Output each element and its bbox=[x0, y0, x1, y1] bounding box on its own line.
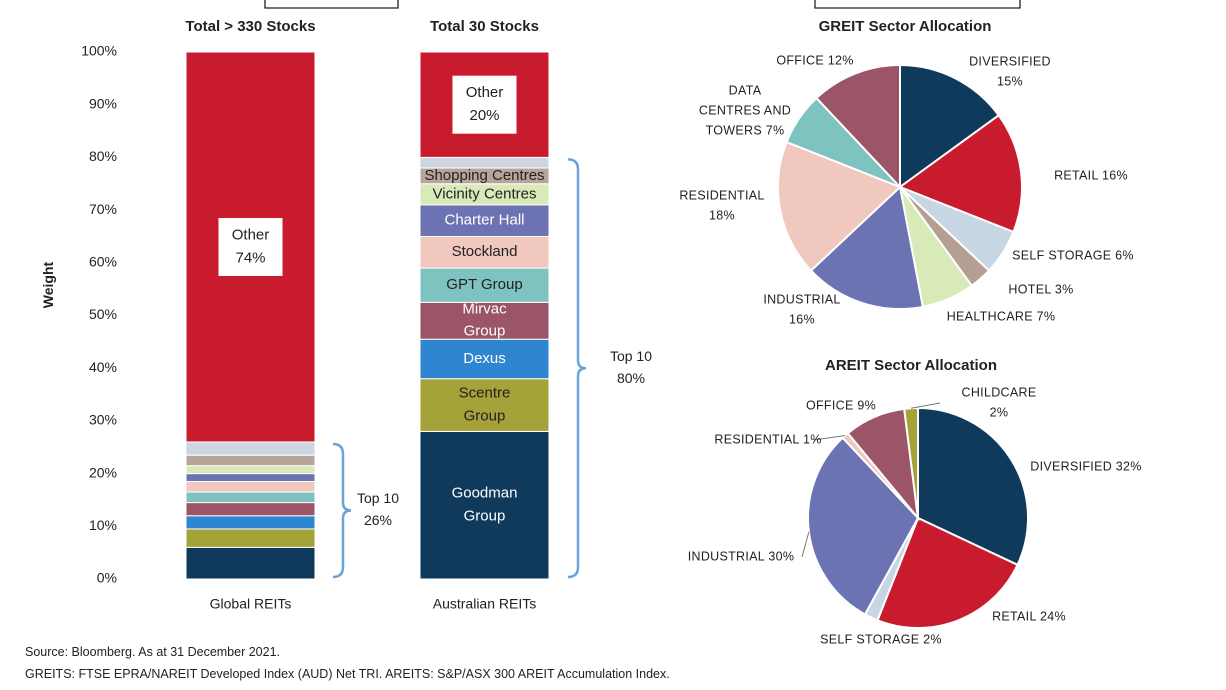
index-footnote: GREITS: FTSE EPRA/NAREIT Developed Index… bbox=[25, 667, 670, 681]
pie-slice-diversified-32 bbox=[917, 406, 1029, 567]
y-tick-label: 50% bbox=[89, 306, 117, 322]
bar-segment bbox=[419, 204, 550, 237]
pie-slice-residential-18 bbox=[777, 140, 902, 272]
segment-label: Stockland bbox=[452, 243, 518, 260]
y-tick-label: 70% bbox=[89, 201, 117, 217]
y-tick-label: 80% bbox=[89, 148, 117, 164]
pie-slice-diversified-15 bbox=[899, 63, 1001, 189]
bar-segment bbox=[419, 267, 550, 303]
bracket-label: Top 10 80% bbox=[610, 348, 652, 386]
pie-label: DIVERSIFIED 15% bbox=[969, 54, 1051, 88]
bar-header: Total 30 Stocks bbox=[430, 18, 539, 35]
leader-line bbox=[911, 402, 941, 409]
bar-segment bbox=[419, 338, 550, 380]
bar-segment bbox=[185, 502, 316, 517]
segment-label: Shopping Centres bbox=[424, 167, 544, 184]
top10-bracket bbox=[567, 158, 587, 579]
y-tick-label: 60% bbox=[89, 254, 117, 270]
pie-slice-industrial-30 bbox=[807, 436, 920, 616]
y-axis-label: Weight bbox=[40, 261, 56, 308]
top-frame-right bbox=[814, 0, 1021, 9]
pie-label: RETAIL 24% bbox=[992, 609, 1066, 623]
bar-segment bbox=[185, 528, 316, 548]
segment-label: Vicinity Centres bbox=[433, 185, 537, 202]
label-box bbox=[218, 217, 283, 276]
y-tick-label: 90% bbox=[89, 95, 117, 111]
pie-slice-retail-24 bbox=[876, 516, 1019, 629]
pie-label: SELF STORAGE 6% bbox=[1012, 248, 1134, 262]
pie-label: HEALTHCARE 7% bbox=[947, 309, 1056, 323]
segment-label: Other 74% bbox=[232, 226, 270, 266]
bar-segment bbox=[419, 301, 550, 340]
segment-label: GPT Group bbox=[446, 276, 522, 293]
bracket-label: Top 10 26% bbox=[357, 490, 399, 528]
bar-segment bbox=[185, 454, 316, 467]
bar-segment bbox=[185, 515, 316, 530]
greit-pie: GREIT Sector Allocation DIVERSIFIED 15% RET… bbox=[679, 18, 1133, 326]
y-tick-label: 30% bbox=[89, 412, 117, 428]
label-box bbox=[452, 75, 517, 134]
top10-bracket bbox=[332, 442, 352, 579]
source-footnote: Source: Bloomberg. As at 31 December 202… bbox=[25, 645, 281, 659]
pie-label: DIVERSIFIED 32% bbox=[1030, 459, 1141, 473]
pie-label: HOTEL 3% bbox=[1008, 282, 1073, 296]
y-tick-label: 20% bbox=[89, 464, 117, 480]
pie-title: GREIT Sector Allocation bbox=[819, 18, 992, 35]
pie-label: RESIDENTIAL 1% bbox=[714, 432, 821, 446]
pie-label: RESIDENTIAL 18% bbox=[679, 188, 764, 222]
bar-segment bbox=[419, 378, 550, 432]
bar-segment bbox=[419, 430, 550, 580]
bar-segment bbox=[419, 156, 550, 169]
y-tick-label: 100% bbox=[81, 43, 117, 59]
pie-label: INDUSTRIAL 30% bbox=[688, 549, 795, 563]
leader-line bbox=[801, 531, 810, 558]
top-frame-left bbox=[264, 0, 399, 9]
segment-label: Charter Hall bbox=[444, 212, 524, 229]
pie-slice-industrial-16 bbox=[809, 185, 925, 310]
areit-pie: AREIT Sector Allocation DIVERSIFIED 32% RE… bbox=[688, 357, 1142, 646]
pie-title: AREIT Sector Allocation bbox=[825, 357, 997, 374]
pie-slice-childcare-2 bbox=[903, 406, 919, 519]
bar-segment bbox=[185, 546, 316, 580]
pie-label: INDUSTRIAL 16% bbox=[763, 292, 840, 326]
pie-slice-office-12 bbox=[815, 63, 901, 190]
segment-label: Goodman Group bbox=[452, 485, 518, 525]
bar-segment bbox=[185, 465, 316, 475]
segment-label: Other 20% bbox=[466, 84, 504, 124]
leader-line bbox=[813, 434, 846, 441]
bar-segment bbox=[185, 441, 316, 456]
y-axis: 0% 10% 20% 30% 40% 50% 60% 70% 80% 90% 100% Weight bbox=[40, 43, 117, 586]
segment-label: Dexus bbox=[463, 350, 506, 367]
bar-segment bbox=[185, 491, 316, 504]
y-tick-label: 0% bbox=[97, 570, 117, 586]
pie-label: RETAIL 16% bbox=[1054, 168, 1128, 182]
pie-label: SELF STORAGE 2% bbox=[820, 632, 942, 646]
stacked-bars: Total > 330 Stocks Other 74% Top 10 26% Globa… bbox=[185, 18, 652, 612]
bar-x-label: Australian REITs bbox=[433, 596, 536, 612]
bar-header: Total > 330 Stocks bbox=[185, 18, 315, 35]
y-tick-label: 10% bbox=[89, 517, 117, 533]
pie-slice-retail-16 bbox=[897, 113, 1023, 234]
bar-segment bbox=[185, 481, 316, 493]
segment-label: Mirvac Group bbox=[462, 301, 507, 340]
pie-label: OFFICE 9% bbox=[806, 398, 876, 412]
bar-x-label: Global REITs bbox=[210, 596, 292, 612]
bar-segment bbox=[185, 473, 316, 483]
bar-segment bbox=[419, 235, 550, 269]
pie-label: DATA CENTRES AND TOWERS 7% bbox=[699, 83, 791, 137]
pie-label: OFFICE 12% bbox=[776, 53, 853, 67]
pie-label: CHILDCARE 2% bbox=[962, 385, 1037, 419]
y-tick-label: 40% bbox=[89, 359, 117, 375]
segment-label: Scentre Group bbox=[459, 385, 511, 425]
